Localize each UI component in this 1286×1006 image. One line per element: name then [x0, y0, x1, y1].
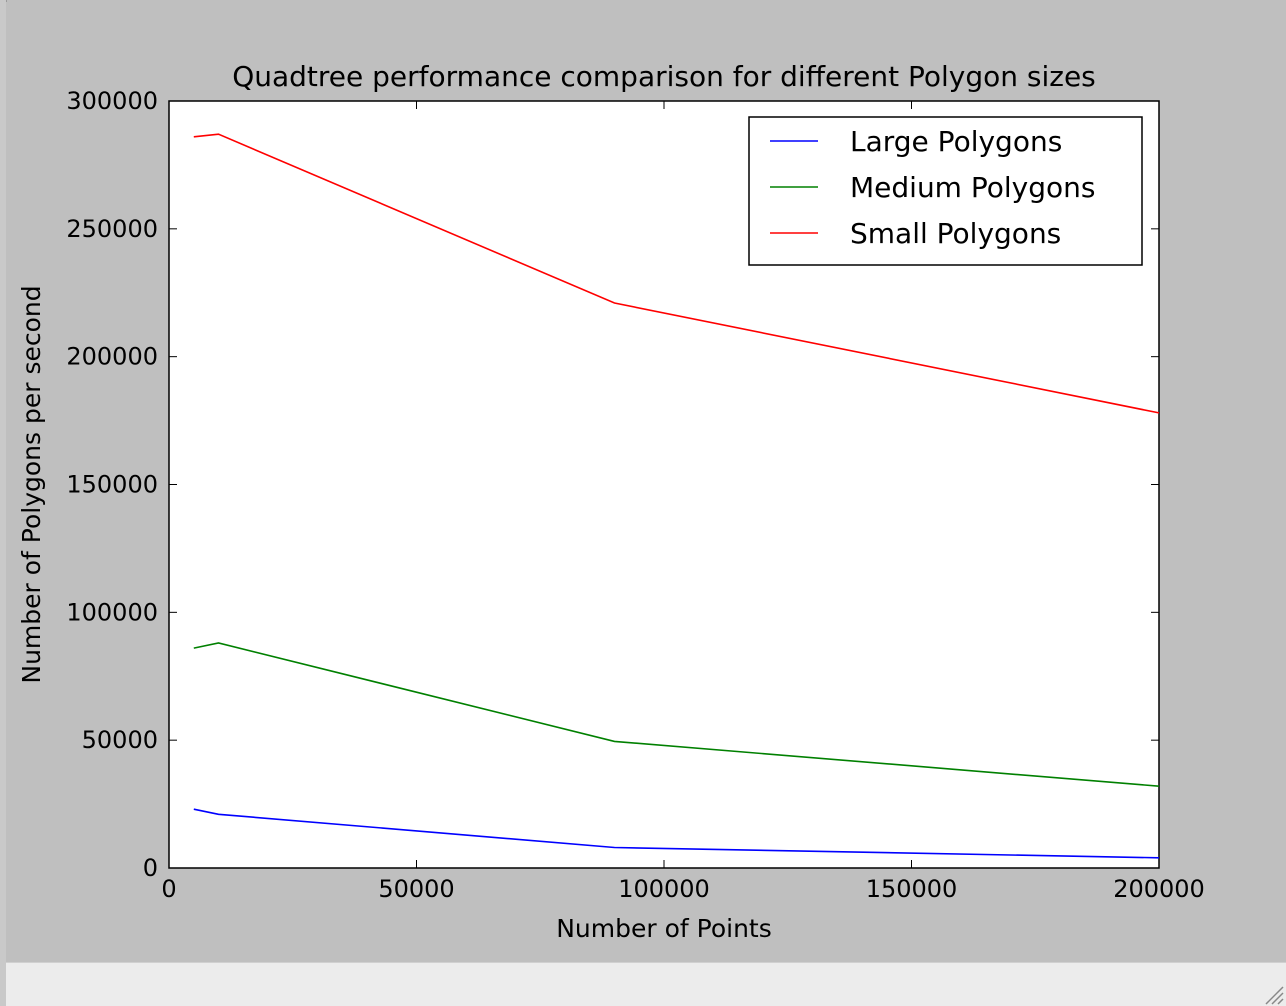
- x-tick-label: 100000: [618, 875, 710, 903]
- chart-title: Quadtree performance comparison for diff…: [232, 60, 1096, 93]
- legend-label: Small Polygons: [850, 217, 1061, 250]
- legend-label: Medium Polygons: [850, 171, 1095, 204]
- plot-frame: [168, 100, 1160, 869]
- series-layer: [193, 133, 1160, 859]
- y-tick-label: 150000: [66, 471, 158, 499]
- series-line-large-polygons: [193, 808, 1160, 859]
- x-tick-label: 0: [161, 875, 176, 903]
- line-chart: Quadtree performance comparison for diff…: [17, 60, 1205, 943]
- x-tick-label: 150000: [866, 875, 958, 903]
- x-tick-label: 50000: [378, 875, 454, 903]
- y-tick-label: 250000: [66, 215, 158, 243]
- x-tick-label: 200000: [1113, 875, 1205, 903]
- x-axis-label: Number of Points: [556, 914, 772, 943]
- series-line-small-polygons: [193, 133, 1160, 414]
- legend: Large Polygons Medium Polygons Small Polyg…: [748, 116, 1143, 266]
- status-bar: [6, 962, 1286, 1006]
- resize-grip-icon[interactable]: [1262, 983, 1284, 1005]
- legend-label: Large Polygons: [850, 125, 1062, 158]
- y-tick-label: 0: [143, 854, 158, 882]
- y-tick-label: 200000: [66, 343, 158, 371]
- y-axis-label: Number of Polygons per second: [17, 285, 46, 683]
- series-line-medium-polygons: [193, 642, 1160, 787]
- y-tick-label: 50000: [82, 726, 158, 754]
- y-tick-label: 100000: [66, 598, 158, 626]
- y-tick-label: 300000: [66, 87, 158, 115]
